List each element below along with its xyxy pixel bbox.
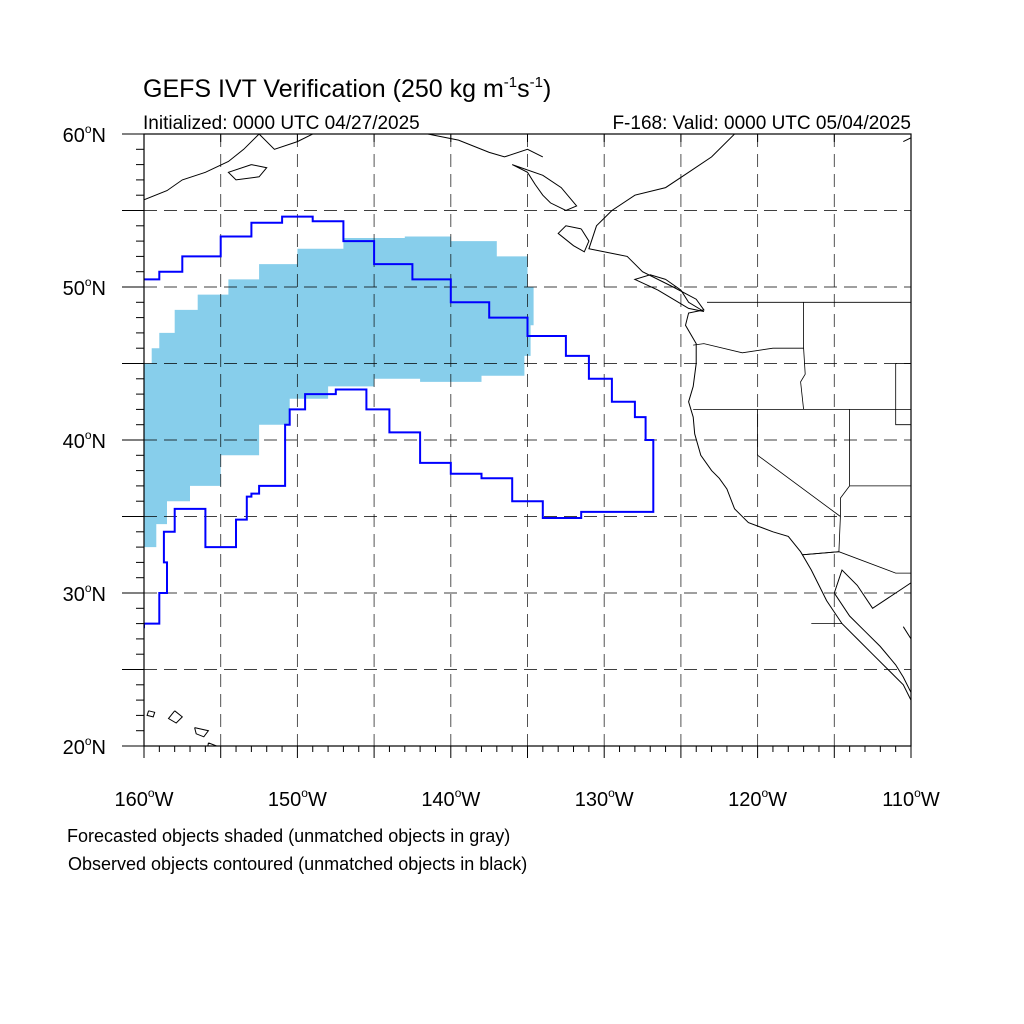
coastline-layer	[144, 134, 911, 746]
coastline-7	[633, 274, 705, 312]
lon-tick-label: 150oW	[268, 786, 327, 811]
forecast-object	[144, 236, 534, 551]
lat-tick-label: 40oN	[63, 428, 106, 453]
forecast-object-layer	[144, 236, 534, 551]
coastline-11	[511, 164, 578, 212]
lon-tick-label: 110oW	[882, 786, 940, 811]
coastline-2	[902, 626, 911, 641]
map-plot-area	[144, 134, 911, 746]
coastline-3	[167, 710, 184, 724]
border-5	[757, 409, 841, 556]
coastline-8	[557, 225, 590, 253]
lon-tick-label: 160oW	[115, 786, 174, 811]
coastline-4	[146, 710, 156, 718]
coastline-1	[833, 569, 911, 694]
coastline-6	[207, 742, 219, 746]
lat-tick-label: 20oN	[63, 734, 106, 759]
lon-tick-label: 120oW	[728, 786, 787, 811]
lon-tick-label: 140oW	[421, 786, 480, 811]
border-2	[800, 302, 806, 410]
axis-ticks: 160oW 150oW 140oW 130oW 120oW 110oW 60oN 50oN 40…	[63, 122, 940, 811]
observed-note: Observed objects contoured (unmatched ob…	[68, 854, 527, 874]
chart-title: GEFS IVT Verification (250 kg m-1s-1)	[143, 74, 551, 103]
coastline-5	[194, 727, 210, 738]
lat-tick-label: 50oN	[63, 275, 106, 300]
valid-label: F-168: Valid: 0000 UTC 05/04/2025	[612, 113, 911, 134]
coastline-10	[227, 164, 268, 181]
lat-tick-label: 60oN	[63, 122, 106, 147]
observed-object-contour	[144, 215, 655, 629]
init-label: Initialized: 0000 UTC 04/27/2025	[143, 113, 420, 134]
border-3	[693, 343, 804, 354]
lon-tick-label: 130oW	[575, 786, 634, 811]
lat-tick-label: 30oN	[63, 581, 106, 606]
coastline-12	[903, 137, 911, 143]
border-10	[802, 551, 911, 574]
border-8	[895, 363, 911, 426]
forecast-note: Forecasted objects shaded (unmatched obj…	[67, 826, 510, 846]
border-6	[840, 409, 850, 517]
observed-object-layer	[144, 215, 655, 629]
